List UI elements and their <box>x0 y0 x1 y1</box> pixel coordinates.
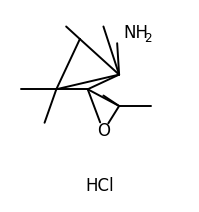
Text: 2: 2 <box>144 32 151 45</box>
Text: HCl: HCl <box>85 177 114 194</box>
Text: O: O <box>97 122 110 140</box>
Text: NH: NH <box>123 24 148 42</box>
